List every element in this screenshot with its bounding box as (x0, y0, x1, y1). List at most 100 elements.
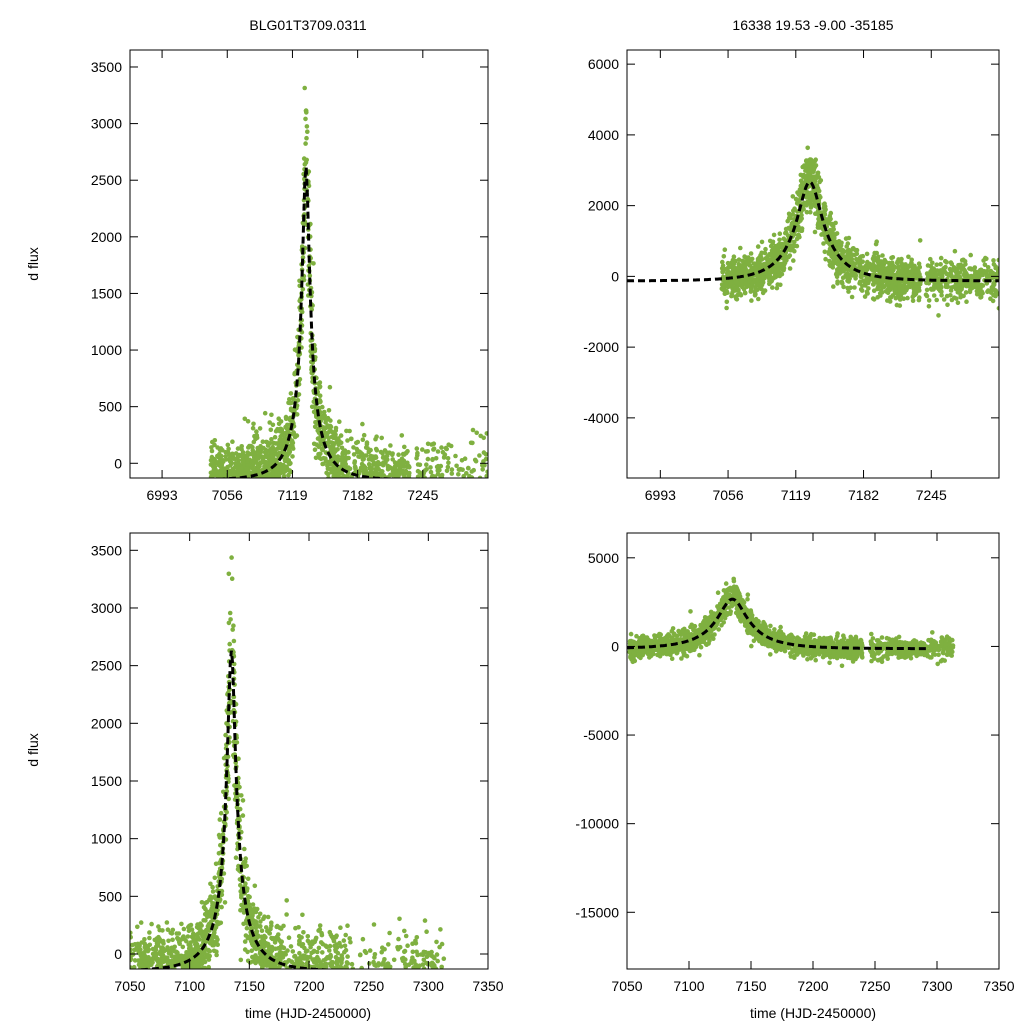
data-point (350, 966, 356, 969)
data-point (372, 952, 378, 957)
data-point (287, 461, 293, 467)
data-point (138, 920, 144, 925)
data-point (446, 460, 451, 466)
data-point (953, 284, 958, 290)
y-tick-label: 3000 (91, 600, 122, 616)
data-point (909, 268, 915, 273)
data-point (290, 419, 295, 424)
data-point (822, 249, 828, 255)
data-point (871, 297, 877, 302)
data-point (329, 959, 335, 965)
data-point (910, 298, 916, 304)
data-point (204, 909, 210, 915)
data-point (264, 449, 269, 455)
data-point (959, 267, 965, 272)
data-point (149, 921, 154, 927)
data-point (880, 253, 885, 258)
data-point (429, 949, 434, 955)
data-point (180, 944, 186, 950)
data-point (776, 266, 782, 272)
y-tick-label: 6000 (588, 56, 619, 72)
data-point (799, 226, 805, 231)
data-point (846, 247, 852, 253)
data-point (311, 409, 317, 415)
data-point (996, 306, 999, 311)
data-point (317, 927, 323, 932)
data-point (213, 896, 219, 902)
data-point (316, 945, 322, 951)
data-point (284, 453, 290, 459)
data-point (759, 239, 765, 245)
data-point (258, 924, 263, 929)
data-point (280, 437, 286, 443)
data-point (812, 229, 818, 235)
data-point (404, 450, 409, 456)
data-point (317, 385, 323, 390)
data-point (777, 251, 783, 256)
data-point (909, 282, 914, 288)
data-point (326, 408, 332, 413)
data-point (366, 462, 372, 467)
y-tick-label: 3000 (91, 116, 122, 132)
data-point (397, 944, 403, 950)
data-point (901, 296, 906, 302)
data-point (160, 947, 165, 952)
data-point (759, 250, 764, 256)
data-point (368, 471, 373, 477)
data-point (294, 433, 300, 438)
data-point (916, 297, 922, 303)
data-point (268, 462, 274, 467)
data-point (177, 941, 182, 947)
data-point (256, 915, 261, 920)
data-point (212, 927, 217, 932)
data-point (777, 231, 783, 236)
data-point (239, 895, 244, 900)
data-points (130, 555, 447, 969)
data-point (226, 620, 232, 626)
panel-bottom-right: 7050 7100 7150 7200 7250 7300 7350-15000-10000… (575, 532, 1015, 994)
data-point (385, 961, 391, 966)
data-point (397, 458, 403, 464)
data-point (141, 965, 146, 969)
data-point (805, 145, 810, 151)
data-point (926, 304, 932, 309)
data-point (215, 942, 220, 947)
data-point (441, 956, 447, 961)
data-point (993, 290, 999, 296)
data-point (871, 278, 876, 283)
data-point (165, 927, 171, 932)
data-point (300, 255, 306, 260)
data-point (292, 347, 298, 353)
data-point (181, 926, 187, 932)
data-point (471, 467, 477, 473)
data-point (284, 898, 290, 903)
x-tick-label: 7245 (916, 487, 947, 503)
data-point (345, 954, 350, 959)
data-point (239, 793, 244, 798)
data-point (360, 457, 366, 462)
data-point (252, 944, 257, 950)
data-point (296, 352, 301, 358)
data-point (243, 881, 248, 886)
data-point (378, 449, 384, 455)
x-tick-label: 7050 (114, 978, 145, 994)
data-point (812, 164, 818, 170)
data-point (279, 429, 285, 434)
data-point (210, 901, 215, 906)
data-point (273, 946, 278, 952)
y-tick-label: 2000 (91, 229, 122, 245)
data-point (722, 267, 728, 272)
data-point (147, 930, 152, 935)
data-point (197, 925, 202, 931)
y-tick-label: 2500 (91, 658, 122, 674)
data-point (354, 440, 359, 446)
data-point (434, 939, 439, 945)
data-point (430, 954, 436, 959)
data-point (752, 293, 758, 298)
y-tick-label: 1000 (91, 831, 122, 847)
data-point (879, 259, 884, 265)
data-point (472, 457, 478, 463)
data-point (928, 256, 933, 262)
data-point (386, 942, 391, 947)
data-point (763, 246, 768, 252)
